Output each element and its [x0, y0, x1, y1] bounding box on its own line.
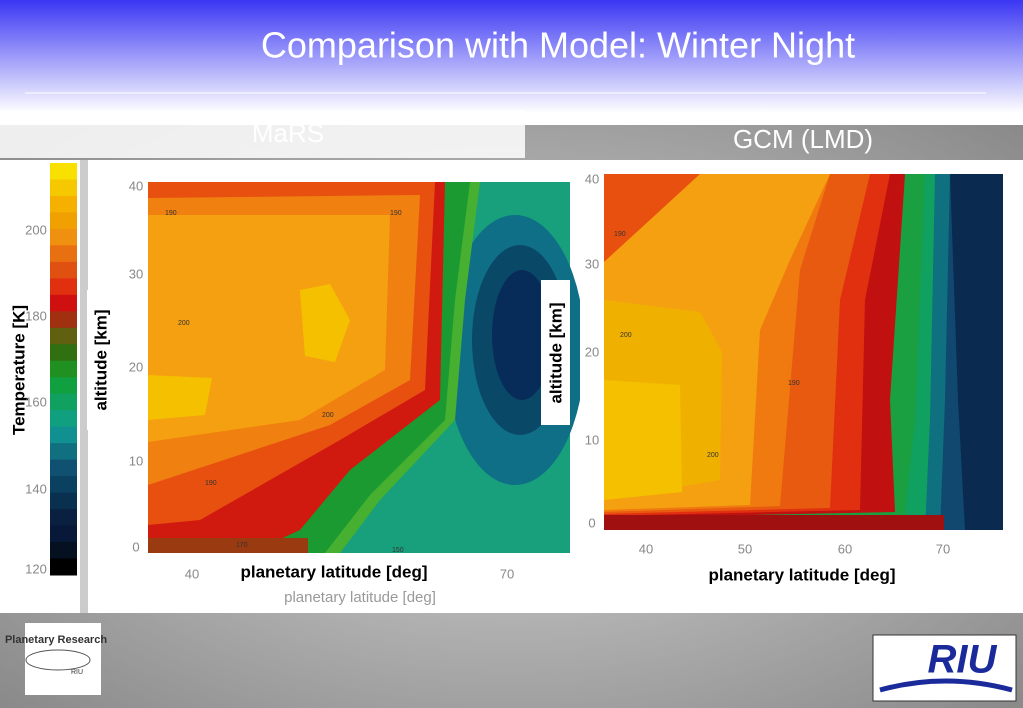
divider	[80, 160, 88, 613]
contour-label: 200	[707, 452, 719, 459]
y-tick-label: 40	[585, 171, 599, 186]
colorbar	[50, 163, 77, 576]
contour-label: 190	[788, 380, 800, 387]
colorbar-band	[50, 459, 77, 477]
panel-title: GCM (LMD)	[733, 124, 873, 154]
y-tick-label: 30	[585, 256, 599, 271]
y-tick-label: 10	[129, 453, 143, 468]
colorbar-band	[50, 278, 77, 296]
colorbar-band	[50, 311, 77, 329]
contour-label: 190	[614, 231, 626, 238]
x-tick-label: 70	[936, 541, 950, 556]
contour-label: 200	[620, 332, 632, 339]
y-label-box	[541, 280, 570, 425]
contour-mars	[148, 182, 585, 553]
x-tick-label: 70	[500, 566, 514, 581]
y-label-box	[87, 290, 115, 430]
colorbar-band	[50, 245, 77, 263]
logo-right-text: RIU	[928, 638, 998, 682]
colorbar-band	[50, 195, 77, 213]
colorbar-band	[50, 294, 77, 312]
colorbar-band	[50, 327, 77, 345]
x-axis-label-original: planetary latitude [deg]	[284, 589, 436, 606]
colorbar-band	[50, 525, 77, 543]
colorbar-tick-label: 120	[25, 561, 47, 576]
x-tick-label: 50	[738, 541, 752, 556]
logo-left	[25, 623, 101, 695]
colorbar-band	[50, 360, 77, 378]
y-tick-label: 30	[129, 266, 143, 281]
contour-label: 200	[322, 412, 334, 419]
contour-label: 170	[236, 542, 248, 549]
colorbar-band	[50, 344, 77, 362]
logo-left-small: RIU	[71, 669, 83, 676]
y-tick-label: 40	[129, 178, 143, 193]
logo-right	[872, 634, 1017, 702]
y-axis-label: altitude [km]	[546, 302, 565, 403]
colorbar-band	[50, 509, 77, 527]
colorbar-tick-label: 200	[25, 222, 47, 237]
y-tick-label: 0	[132, 539, 139, 554]
colorbar-band	[50, 558, 77, 576]
y-tick-label: 20	[585, 344, 599, 359]
x-axis-label: planetary latitude [deg]	[240, 562, 427, 581]
panel-title: MaRS	[252, 118, 324, 148]
title-band	[0, 110, 525, 158]
logo-left-text: Planetary Research	[5, 634, 107, 646]
colorbar-band	[50, 426, 77, 444]
y-axis-label: altitude [km]	[91, 309, 110, 410]
y-tick-label: 20	[129, 359, 143, 374]
y-tick-label: 0	[588, 515, 595, 530]
colorbar-band	[50, 212, 77, 230]
colorbar-label: Temperature [K]	[9, 305, 28, 435]
colorbar-band	[50, 476, 77, 494]
colorbar-band	[50, 542, 77, 560]
colorbar-band	[50, 393, 77, 411]
colorbar-band	[50, 377, 77, 395]
x-axis-label: planetary latitude [deg]	[708, 565, 895, 584]
x-tick-label: 40	[185, 566, 199, 581]
contour-label: 200	[178, 320, 190, 327]
colorbar-band	[50, 492, 77, 510]
colorbar-band	[50, 163, 77, 180]
x-tick-label: 40	[639, 541, 653, 556]
colorbar-band	[50, 261, 77, 279]
colorbar-tick-label: 160	[25, 394, 47, 409]
contour-gcm	[604, 174, 1003, 530]
colorbar-band	[50, 443, 77, 461]
colorbar-band	[50, 410, 77, 428]
contour-label: 190	[165, 210, 177, 217]
colorbar-tick-label: 140	[25, 481, 47, 496]
logo-orbit	[25, 649, 91, 671]
contour-label: 190	[205, 480, 217, 487]
colorbar-tick-label: 180	[25, 308, 47, 323]
contour-label: 150	[392, 547, 404, 554]
y-tick-label: 10	[585, 432, 599, 447]
logo-wave	[879, 678, 1013, 693]
colorbar-band	[50, 228, 77, 246]
colorbar-band	[50, 179, 77, 197]
x-tick-label: 60	[838, 541, 852, 556]
contour-label: 190	[390, 210, 402, 217]
slide-title: Comparison with Model: Winter Night	[261, 25, 855, 66]
